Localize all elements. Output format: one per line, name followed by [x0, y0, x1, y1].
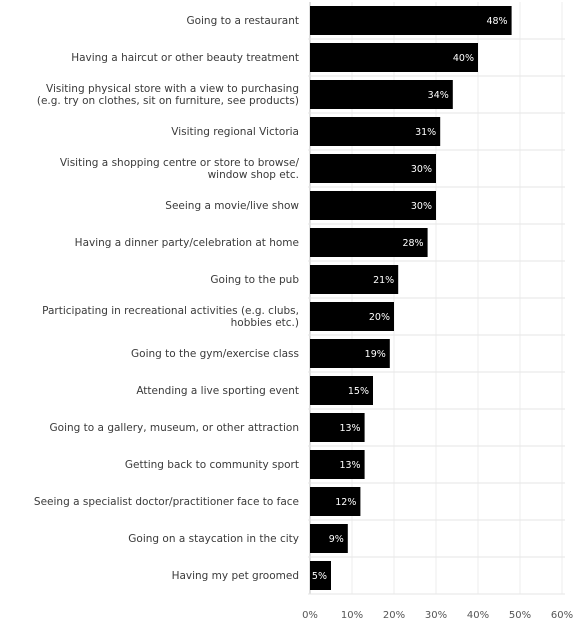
value-label: 13% — [339, 460, 360, 471]
category-label-line: hobbies etc.) — [231, 317, 299, 329]
category-label: Visiting a shopping centre or store to b… — [60, 157, 300, 181]
category-label: Participating in recreational activities… — [42, 305, 299, 329]
category-label: Having my pet groomed — [172, 570, 299, 582]
category-label-line: Having my pet groomed — [172, 570, 299, 582]
x-tick-label: 0% — [302, 610, 318, 621]
bar — [310, 450, 365, 479]
category-label-line: Going on a staycation in the city — [128, 533, 299, 545]
category-label-line: Visiting physical store with a view to p… — [46, 83, 299, 95]
category-label: Visiting physical store with a view to p… — [37, 83, 299, 107]
bar — [310, 339, 390, 368]
category-label-line: Visiting regional Victoria — [171, 126, 299, 138]
category-label: Going to the gym/exercise class — [131, 348, 299, 360]
category-label-line: Attending a live sporting event — [136, 385, 299, 397]
category-label-line: Going to the gym/exercise class — [131, 348, 299, 360]
bar — [310, 265, 399, 294]
x-tick-label: 30% — [425, 610, 447, 621]
x-tick-label: 60% — [551, 610, 573, 621]
category-label: Going to a gallery, museum, or other att… — [50, 422, 299, 434]
bar — [310, 561, 331, 590]
category-label: Attending a live sporting event — [136, 385, 299, 397]
category-label-line: Going to a gallery, museum, or other att… — [50, 422, 299, 434]
value-label: 21% — [373, 275, 394, 286]
bar — [310, 302, 394, 331]
x-tick-label: 50% — [509, 610, 531, 621]
category-label: Going to the pub — [210, 274, 299, 286]
value-label: 30% — [411, 164, 432, 175]
value-label: 40% — [453, 53, 474, 64]
category-label-line: Seeing a specialist doctor/practitioner … — [34, 496, 299, 508]
category-label-line: (e.g. try on clothes, sit on furniture, … — [37, 95, 299, 107]
bar — [310, 487, 361, 516]
category-label: Having a haircut or other beauty treatme… — [71, 52, 299, 64]
category-label: Going to a restaurant — [186, 15, 299, 27]
category-label-line: Having a haircut or other beauty treatme… — [71, 52, 299, 64]
x-tick-label: 10% — [341, 610, 363, 621]
bar — [310, 80, 453, 109]
category-label: Seeing a specialist doctor/practitioner … — [34, 496, 299, 508]
x-tick-label: 40% — [467, 610, 489, 621]
category-label-line: Visiting a shopping centre or store to b… — [60, 157, 300, 169]
category-label-line: Having a dinner party/celebration at hom… — [75, 237, 299, 249]
category-label-line: Going to a restaurant — [186, 15, 299, 27]
category-label: Having a dinner party/celebration at hom… — [75, 237, 299, 249]
bar — [310, 524, 348, 553]
value-label: 12% — [335, 497, 356, 508]
x-axis-tick-labels: 0% 10% 20% 30% 40% 50% 60% — [302, 610, 573, 621]
bar — [310, 228, 428, 257]
value-label: 20% — [369, 312, 390, 323]
x-tick-label: 20% — [383, 610, 405, 621]
value-label: 9% — [329, 534, 344, 545]
bar — [310, 43, 478, 72]
value-label: 13% — [339, 423, 360, 434]
category-label: Getting back to community sport — [125, 459, 299, 471]
value-label: 30% — [411, 201, 432, 212]
bar — [310, 117, 441, 146]
value-label: 28% — [402, 238, 423, 249]
category-label-line: Getting back to community sport — [125, 459, 299, 471]
category-label-line: window shop etc. — [208, 169, 299, 181]
value-label: 19% — [365, 349, 386, 360]
category-label: Going on a staycation in the city — [128, 533, 299, 545]
category-label-line: Seeing a movie/live show — [165, 200, 299, 212]
value-label: 31% — [415, 127, 436, 138]
bar — [310, 191, 436, 220]
value-label: 48% — [486, 16, 507, 27]
value-label: 5% — [312, 571, 327, 582]
bars — [310, 6, 512, 590]
value-label: 34% — [428, 90, 449, 101]
bar — [310, 413, 365, 442]
category-label-line: Participating in recreational activities… — [42, 305, 299, 317]
value-label: 15% — [348, 386, 369, 397]
bar — [310, 376, 373, 405]
category-labels: Going to a restaurant Having a haircut or… — [34, 15, 300, 582]
bar — [310, 6, 512, 35]
category-label: Visiting regional Victoria — [171, 126, 299, 138]
value-labels: 48% 40% 34% 31% 30% 30% 28% 21% 20% 19% 15% 13% 13% 1… — [312, 16, 508, 582]
category-label: Seeing a movie/live show — [165, 200, 299, 212]
row-separators — [308, 38, 565, 595]
category-label-line: Going to the pub — [210, 274, 299, 286]
bar — [310, 154, 436, 183]
